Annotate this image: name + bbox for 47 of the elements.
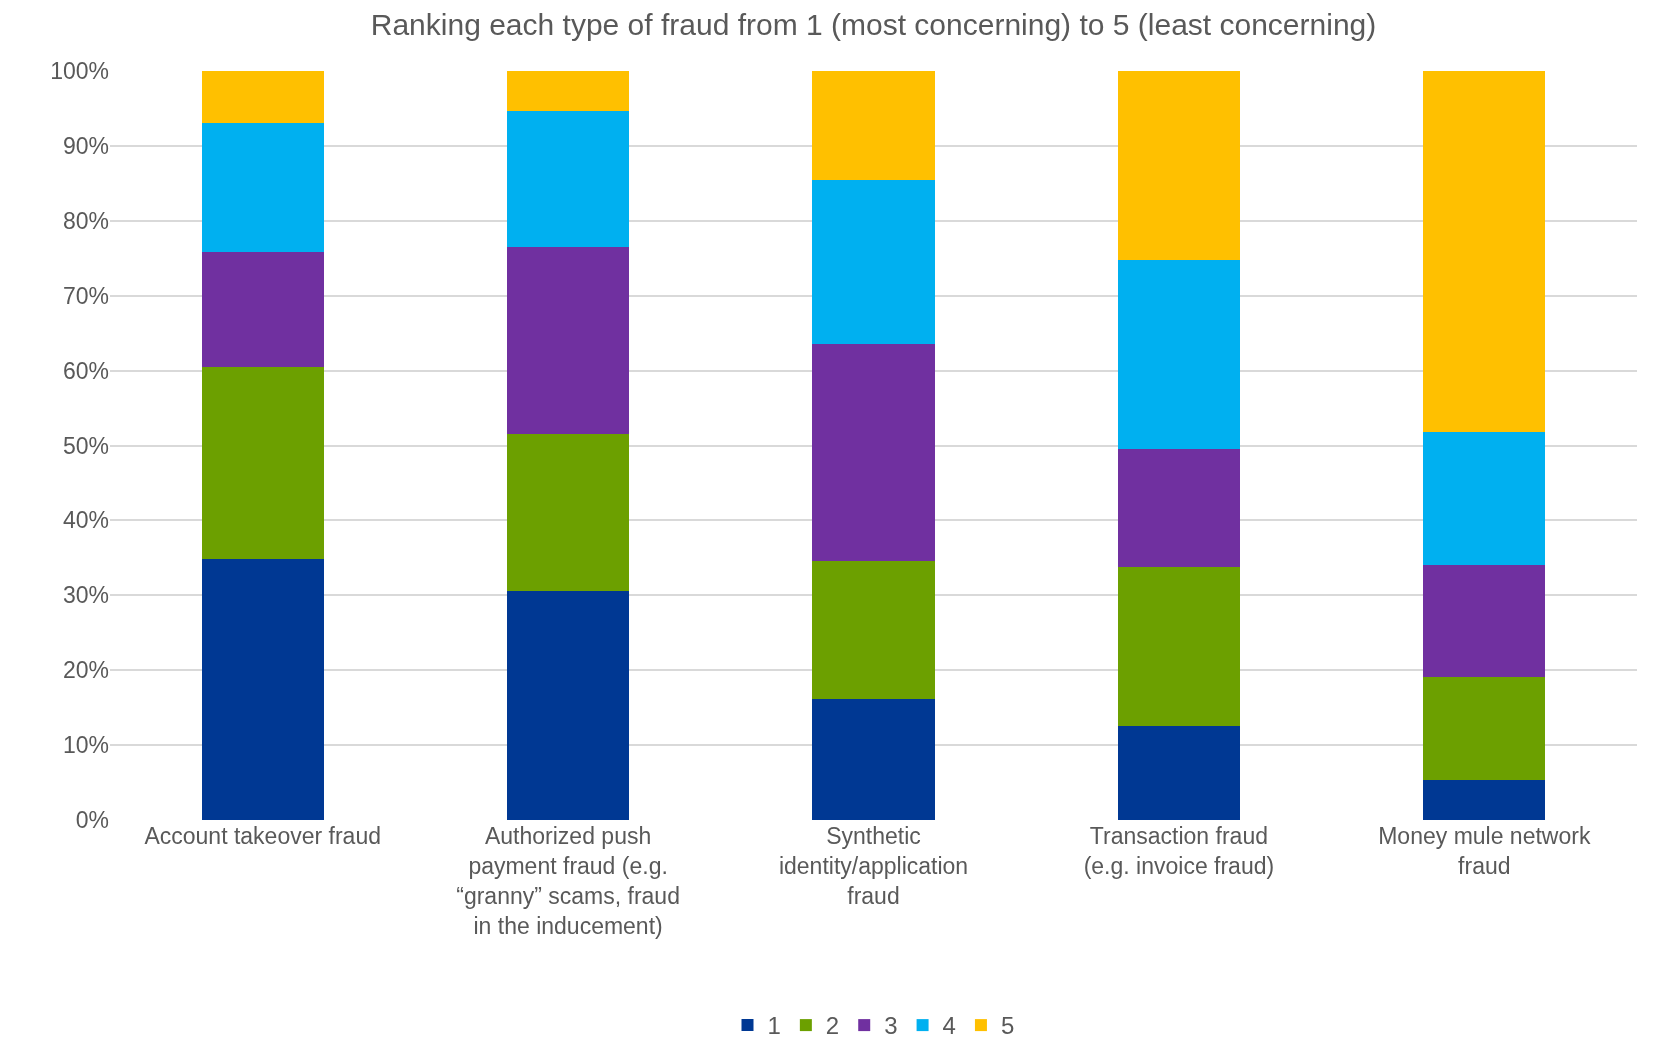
x-tick-label: Account takeover fraud [144, 823, 381, 849]
x-tick-label: Synthetic identity/application fraud [778, 823, 969, 909]
y-tick-label: 30% [62, 582, 109, 609]
legend-label: 1 [767, 1012, 781, 1040]
bar [1117, 259, 1240, 449]
y-tick-label: 40% [62, 507, 109, 534]
bar [1423, 432, 1546, 566]
y-tick-label: 80% [62, 207, 109, 234]
bar [1117, 725, 1240, 820]
legend-label: 2 [825, 1012, 840, 1040]
bar [201, 123, 324, 252]
bar [201, 71, 324, 124]
bar [1117, 71, 1240, 260]
y-tick-label: 90% [62, 132, 109, 159]
legend-label: 4 [942, 1012, 956, 1040]
chart-title: Ranking each type of fraud from 1 (most concerning) to 5 (least concerning) [370, 7, 1377, 41]
bar [507, 111, 630, 248]
y-tick-label: 0% [75, 807, 109, 834]
y-tick-label: 100% [50, 58, 109, 85]
bar [507, 71, 630, 112]
bar [507, 433, 630, 591]
bar [507, 247, 630, 434]
y-tick-label: 60% [62, 357, 109, 384]
legend-label: 3 [884, 1012, 898, 1040]
bar [812, 698, 935, 820]
bar [812, 71, 935, 181]
bar [812, 560, 935, 699]
x-tick-label: Money mule network fraud [1378, 823, 1591, 879]
bar [1117, 448, 1240, 567]
bar [201, 366, 324, 560]
y-tick-label: 70% [62, 282, 109, 309]
bar [201, 251, 324, 367]
bar [1423, 565, 1546, 677]
bar [1423, 676, 1546, 781]
y-tick-label: 10% [62, 732, 109, 759]
x-tick-label: Transaction fraud (e.g. invoice fraud) [1083, 823, 1275, 879]
x-tick-label: Authorized push payment fraud (e.g. “granny” scams, fraud in the inducement) [456, 823, 680, 939]
legend-label: 5 [1000, 1012, 1015, 1040]
y-tick-label: 50% [62, 432, 109, 459]
bar [1423, 71, 1546, 433]
bar [201, 559, 324, 820]
bar [1117, 566, 1240, 726]
bar [812, 343, 935, 561]
bar [1423, 780, 1546, 820]
y-tick-label: 20% [62, 657, 109, 684]
bar [812, 180, 935, 344]
bar [507, 590, 630, 820]
